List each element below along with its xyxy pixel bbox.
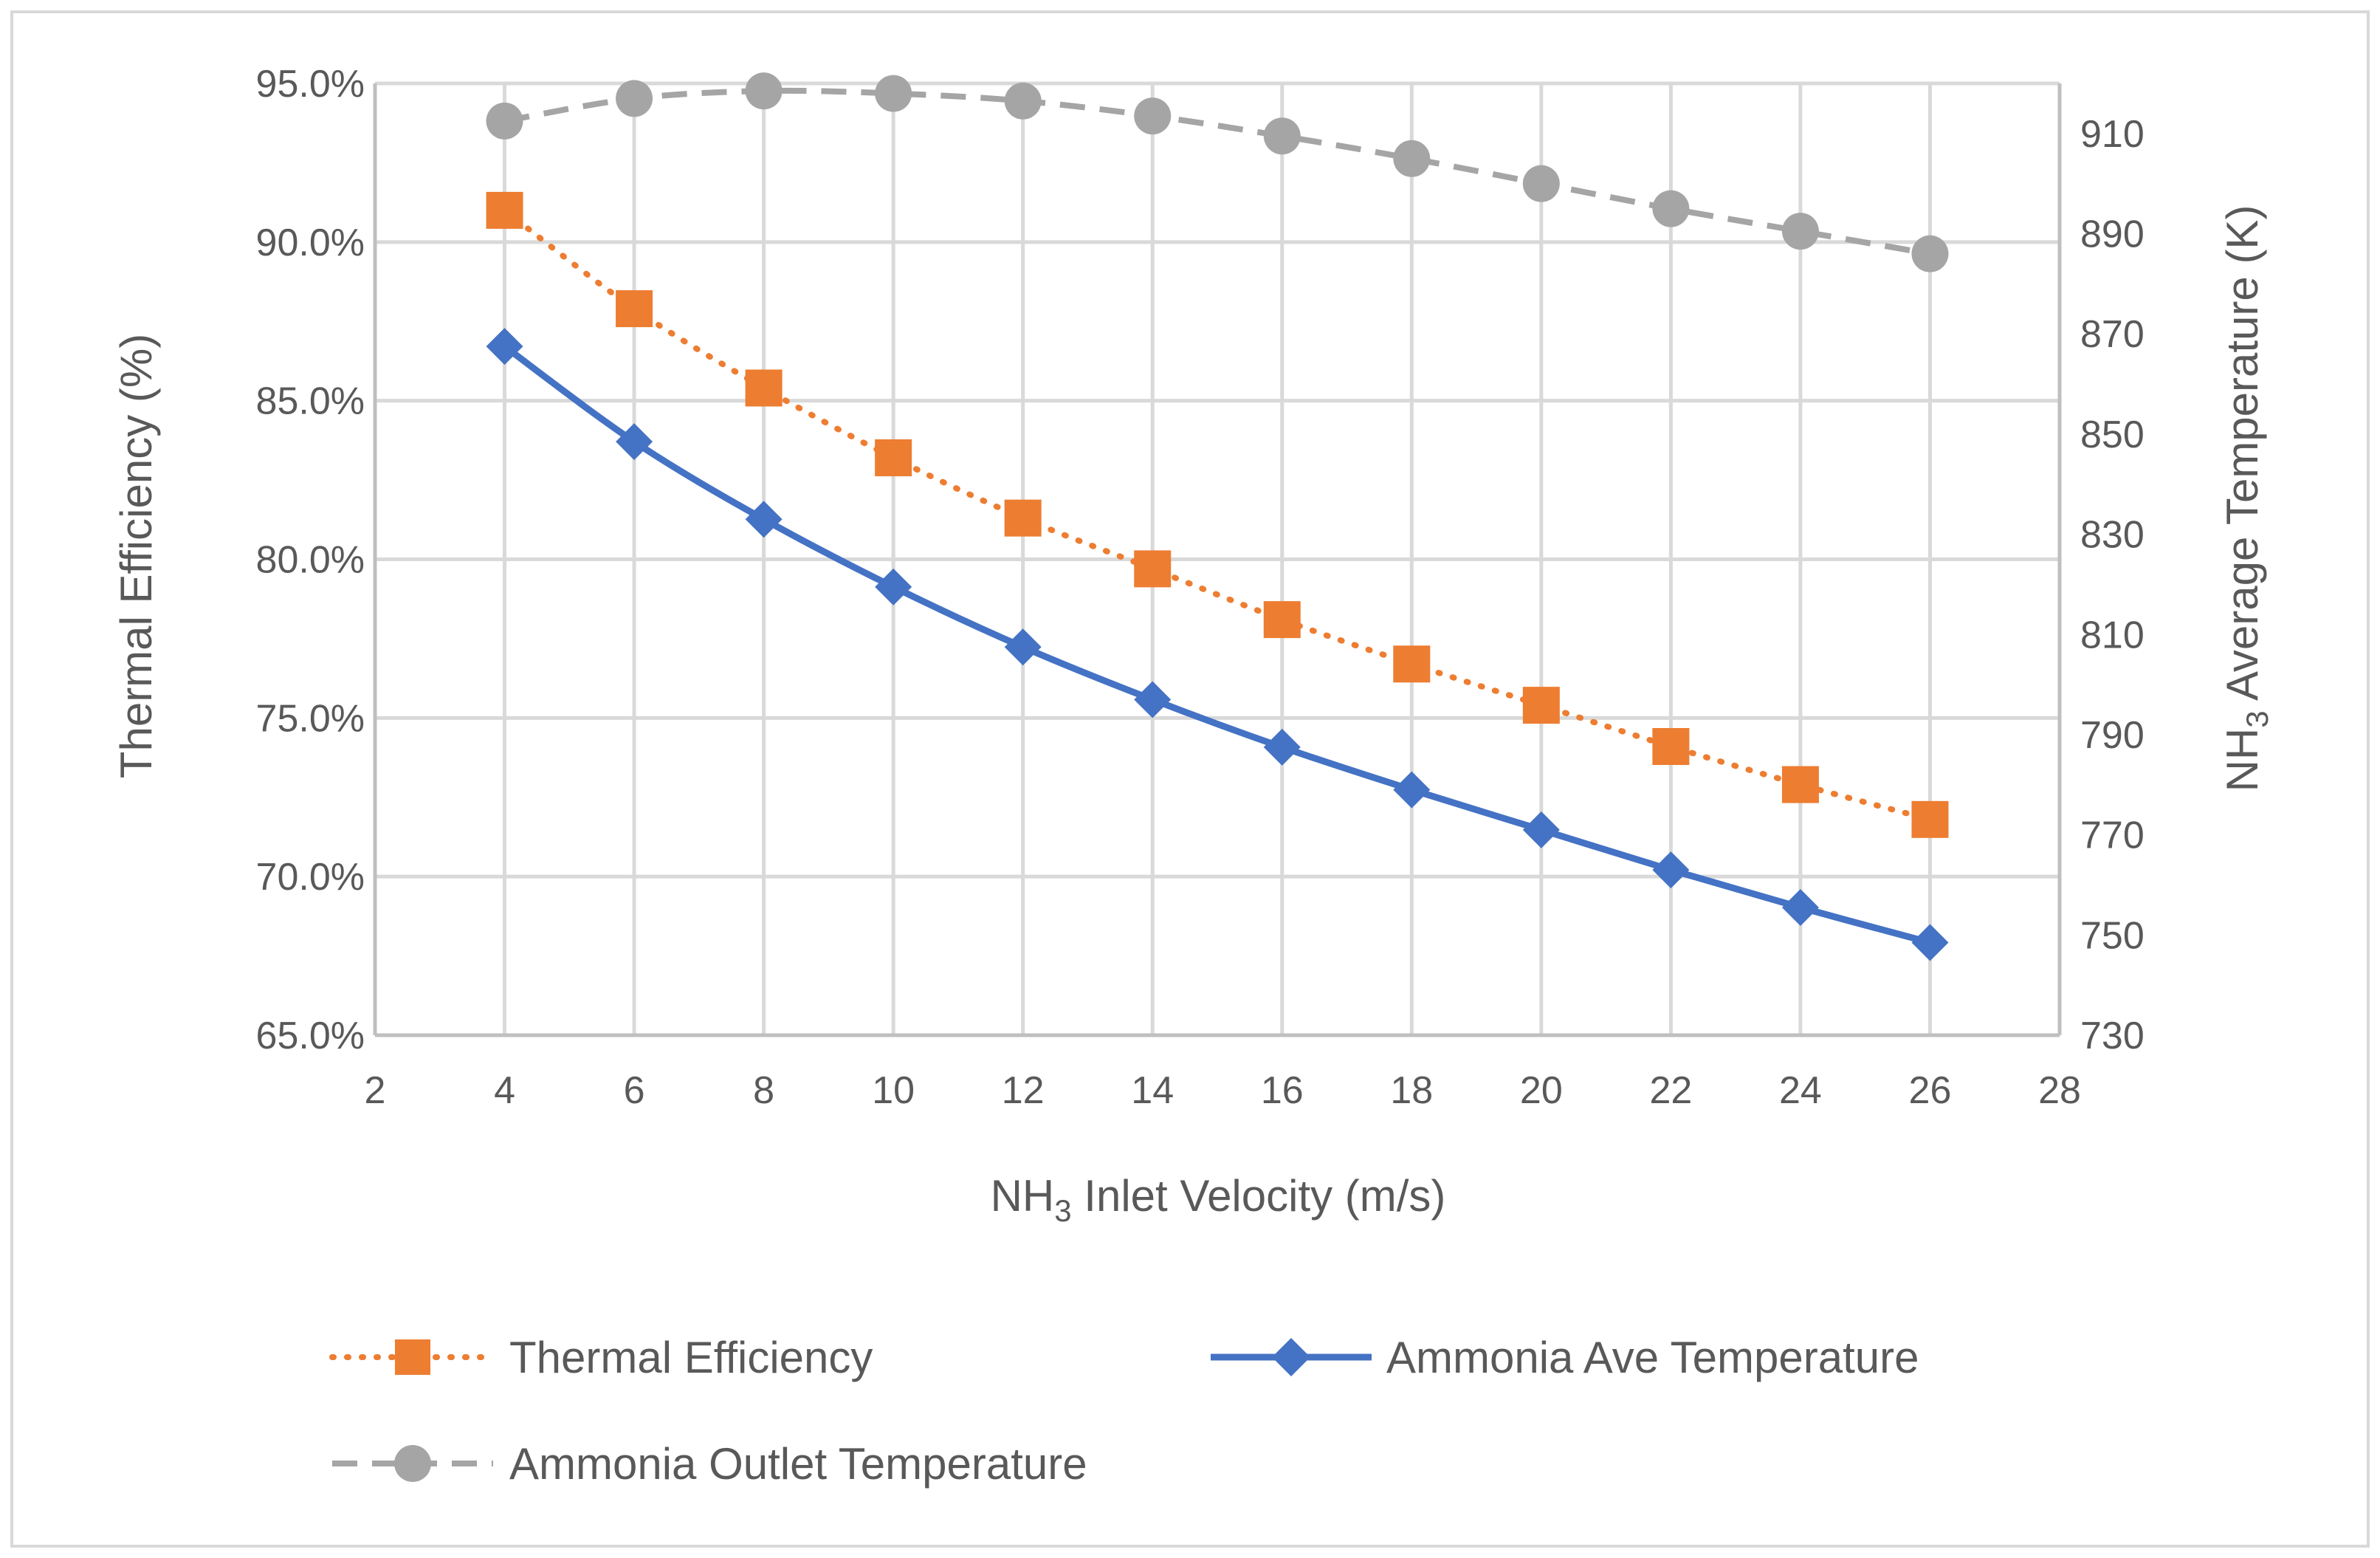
x-tick-label: 10 xyxy=(872,1069,915,1112)
data-point-square xyxy=(1134,550,1172,588)
legend-marker-diamond xyxy=(1272,1338,1310,1376)
legend-label-ammonia-ave-temperature: Ammonia Ave Temperature xyxy=(1386,1333,1919,1382)
y-left-tick-label: 80.0% xyxy=(256,539,365,582)
series-ammonia-ave-temperature xyxy=(486,328,1949,961)
y-right-tick-label: 770 xyxy=(2080,814,2145,857)
y-right-tick-label: 850 xyxy=(2080,413,2145,456)
x-tick-label: 26 xyxy=(1909,1069,1952,1112)
data-point-circle xyxy=(1134,97,1172,135)
data-point-circle xyxy=(875,75,912,112)
y-right-tick-label: 910 xyxy=(2080,113,2145,156)
y-axis-right-title-main: NH xyxy=(2218,728,2267,792)
data-point-square xyxy=(1393,645,1431,683)
y-axis-right-title: NH3 Average Temperature (K) xyxy=(2218,205,2274,792)
data-point-circle xyxy=(745,72,783,110)
data-point-diamond xyxy=(1652,851,1690,889)
x-tick-label: 16 xyxy=(1261,1069,1304,1112)
x-tick-label: 28 xyxy=(2038,1069,2081,1112)
data-point-square xyxy=(1004,499,1042,537)
y-right-tick-label: 810 xyxy=(2080,614,2145,656)
legend-label-ammonia-outlet-temperature: Ammonia Outlet Temperature xyxy=(509,1439,1087,1489)
x-axis-title-rest: Inlet Velocity (m/s) xyxy=(1072,1171,1446,1221)
legend-item-thermal-efficiency: Thermal Efficiency xyxy=(329,1333,873,1382)
legend: Thermal Efficiency Ammonia Ave Temperatu… xyxy=(329,1333,1919,1489)
data-point-square xyxy=(1522,687,1560,724)
y-right-tick-label: 730 xyxy=(2080,1015,2145,1057)
data-point-diamond xyxy=(486,328,523,366)
y-left-tick-label: 85.0% xyxy=(256,380,365,423)
x-tick-label: 20 xyxy=(1520,1069,1563,1112)
data-point-diamond xyxy=(616,423,653,461)
y-axis-right-title-rest: Average Temperature (K) xyxy=(2218,205,2267,711)
data-point-circle xyxy=(616,80,653,117)
data-point-square xyxy=(875,439,912,477)
x-tick-label: 2 xyxy=(365,1069,386,1112)
data-point-circle xyxy=(1004,82,1042,120)
legend-label-thermal-efficiency: Thermal Efficiency xyxy=(509,1333,873,1382)
data-point-circle xyxy=(1522,165,1560,202)
data-point-circle xyxy=(1652,190,1690,227)
data-point-diamond xyxy=(1263,728,1301,766)
data-point-diamond xyxy=(745,501,783,538)
x-tick-label: 14 xyxy=(1131,1069,1174,1112)
axes: 2 4 6 8 10 12 14 16 18 20 22 24 26 2865.0%70.0%75.0%8… xyxy=(256,63,2145,1112)
y-axis-right-title-subscript: 3 xyxy=(2240,710,2274,727)
data-point-square xyxy=(1911,800,1949,838)
data-point-square xyxy=(1652,728,1690,766)
data-point-circle xyxy=(486,102,523,140)
data-point-square xyxy=(745,369,783,407)
y-left-tick-label: 75.0% xyxy=(256,697,365,740)
y-axis-left-title: Thermal Efficiency (%) xyxy=(111,334,161,778)
data-point-diamond xyxy=(1393,771,1431,809)
y-left-tick-label: 65.0% xyxy=(256,1015,365,1057)
data-point-diamond xyxy=(1134,681,1172,718)
series-ammonia-outlet-temperature xyxy=(486,72,1949,272)
data-point-square xyxy=(1263,601,1301,639)
data-point-diamond xyxy=(1522,811,1560,848)
x-axis-title: NH3 Inlet Velocity (m/s) xyxy=(991,1171,1446,1228)
series-group xyxy=(486,72,1949,961)
y-left-tick-label: 90.0% xyxy=(256,222,365,264)
legend-marker-square xyxy=(395,1339,430,1375)
y-right-tick-label: 790 xyxy=(2080,714,2145,757)
data-point-circle xyxy=(1781,213,1819,250)
legend-marker-circle xyxy=(394,1445,431,1482)
y-right-tick-label: 750 xyxy=(2080,914,2145,957)
x-tick-label: 6 xyxy=(624,1069,645,1112)
y-right-tick-label: 830 xyxy=(2080,514,2145,557)
data-point-diamond xyxy=(1911,924,1949,961)
y-right-tick-label: 890 xyxy=(2080,213,2145,256)
data-point-diamond xyxy=(1004,628,1042,666)
y-left-tick-label: 70.0% xyxy=(256,856,365,899)
x-axis-title-main: NH xyxy=(991,1171,1055,1221)
x-tick-label: 4 xyxy=(494,1069,515,1112)
data-point-circle xyxy=(1263,117,1301,155)
x-axis-title-subscript: 3 xyxy=(1054,1193,1071,1228)
legend-item-ammonia-outlet-temperature: Ammonia Outlet Temperature xyxy=(332,1439,1087,1489)
data-point-circle xyxy=(1393,140,1431,177)
x-tick-label: 8 xyxy=(753,1069,774,1112)
data-point-diamond xyxy=(1781,889,1819,927)
data-point-square xyxy=(616,290,653,328)
x-tick-label: 18 xyxy=(1390,1069,1433,1112)
data-point-square xyxy=(1781,766,1819,803)
data-point-square xyxy=(486,191,523,229)
legend-item-ammonia-ave-temperature: Ammonia Ave Temperature xyxy=(1211,1333,1919,1382)
data-point-diamond xyxy=(875,568,912,605)
chart-border xyxy=(10,10,2370,1548)
y-left-tick-label: 95.0% xyxy=(256,63,365,106)
x-tick-label: 12 xyxy=(1002,1069,1045,1112)
x-tick-label: 24 xyxy=(1779,1069,1822,1112)
data-point-circle xyxy=(1911,235,1949,272)
x-tick-label: 22 xyxy=(1649,1069,1692,1112)
series-thermal-efficiency xyxy=(486,191,1949,838)
y-right-tick-label: 870 xyxy=(2080,313,2145,356)
